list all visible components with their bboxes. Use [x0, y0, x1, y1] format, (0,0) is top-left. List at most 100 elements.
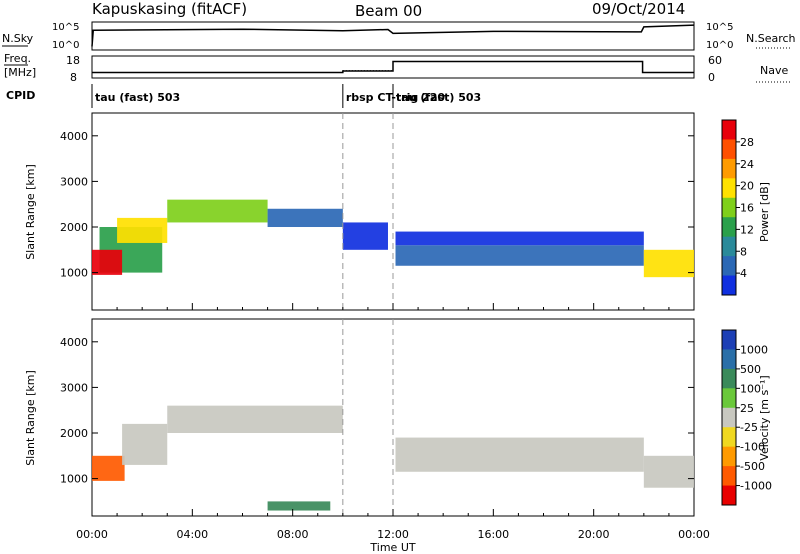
- colorbar-swatch: [722, 236, 736, 257]
- velocity-panel: 1000 2000 3000 4000 Slant Range [km] 1000 50…: [24, 318, 772, 517]
- colorbar-tick-label: -25: [740, 421, 758, 434]
- y-tick-label: 2000: [60, 221, 88, 234]
- colorbar-swatch: [722, 139, 736, 160]
- data-patch: [167, 199, 268, 223]
- data-patch: [643, 455, 694, 488]
- nsky-panel: N.Sky 10^5 10^0 10^5 10^0 N.Search: [2, 21, 796, 51]
- velocity-yticks: 1000 2000 3000 4000: [60, 336, 695, 516]
- x-tick-label: 04:00: [176, 528, 208, 541]
- cpid-segment-label: tau (fast) 503: [396, 91, 481, 104]
- power-colorbar-label: Power [dB]: [758, 182, 771, 242]
- colorbar-swatch: [722, 217, 736, 238]
- y-tick-label: 1000: [60, 267, 88, 280]
- colorbar-swatch: [722, 158, 736, 179]
- cpid-label: CPID: [6, 89, 35, 102]
- colorbar-swatch: [722, 349, 736, 370]
- x-tick-label: 12:00: [377, 528, 409, 541]
- colorbar-swatch: [722, 120, 736, 140]
- data-patch: [267, 208, 343, 228]
- colorbar-swatch: [722, 178, 736, 199]
- nave-trace: [342, 64, 394, 72]
- colorbar-tick-label: 20: [740, 180, 754, 193]
- data-patch: [92, 455, 125, 481]
- nsky-tick-low: 10^0: [52, 40, 79, 51]
- y-tick-label: 3000: [60, 381, 88, 394]
- power-colorbar: 28 24 20 16 12 8 4: [721, 119, 754, 296]
- y-tick-label: 4000: [60, 130, 88, 143]
- freq-panel: Freq. [MHz] 18 8 60 0 Nave: [4, 52, 790, 84]
- colorbar-swatch: [722, 485, 736, 506]
- colorbar-tick-label: 24: [740, 158, 754, 171]
- y-tick-label: 3000: [60, 175, 88, 188]
- data-patch: [167, 405, 343, 434]
- x-tick-label: 00:00: [76, 528, 108, 541]
- colorbar-swatch: [722, 446, 736, 467]
- power-yticks: 1000 2000 3000 4000: [60, 130, 695, 310]
- velocity-colorbar: 1000 500 100 25 -25 -100 -500 -1000: [721, 329, 772, 506]
- colorbar-swatch: [722, 197, 736, 218]
- x-tick-label: 20:00: [578, 528, 610, 541]
- power-data: [92, 113, 694, 310]
- colorbar-tick-label: -100: [740, 441, 765, 454]
- x-tick-label: 08:00: [277, 528, 309, 541]
- beam-title: Beam 00: [355, 2, 422, 20]
- nsky-frame: [91, 21, 695, 51]
- freq-trace: [92, 60, 694, 74]
- power-ylabel: Slant Range [km]: [24, 164, 37, 260]
- power-panel: 1000 2000 3000 4000 Slant Range [km] 28 24 20…: [24, 112, 771, 311]
- data-patch: [643, 249, 694, 278]
- colorbar-tick-label: 500: [740, 363, 761, 376]
- colorbar-tick-label: 1000: [740, 343, 768, 356]
- colorbar-tick-label: 8: [740, 245, 747, 258]
- nave-label: Nave: [760, 64, 788, 77]
- data-patch: [395, 231, 644, 246]
- nsky-label: N.Sky: [2, 32, 34, 45]
- colorbar-tick-label: 12: [740, 223, 754, 236]
- freq-frame: [91, 55, 695, 79]
- x-tick-label: 16:00: [477, 528, 509, 541]
- nsky-trace: [91, 24, 695, 47]
- data-patch: [117, 217, 168, 243]
- nsearch-tick-high: 10^5: [706, 22, 733, 33]
- data-patch: [342, 222, 388, 250]
- x-tick-label: 00:00: [678, 528, 710, 541]
- station-title: Kapuskasing (fitACF): [92, 0, 247, 18]
- y-tick-label: 2000: [60, 427, 88, 440]
- colorbar-swatch: [722, 388, 736, 409]
- cpid-segment-label: tau (fast) 503: [95, 91, 180, 104]
- nsearch-label: N.Search: [746, 32, 796, 45]
- colorbar-swatch: [722, 256, 736, 277]
- velocity-data: [92, 319, 694, 516]
- colorbar-frame: [721, 329, 737, 506]
- data-patch: [92, 249, 123, 275]
- colorbar-tick-label: 100: [740, 382, 761, 395]
- nsearch-tick-low: 10^0: [706, 40, 733, 51]
- colorbar-tick-label: 4: [740, 267, 747, 280]
- freq-tick-high: 18: [66, 54, 80, 67]
- nsky-tick-high: 10^5: [52, 22, 79, 33]
- colorbar-swatch: [722, 407, 736, 428]
- colorbar-swatch: [722, 275, 736, 296]
- colorbar-tick-label: -500: [740, 460, 765, 473]
- data-patch: [122, 423, 168, 465]
- data-patch: [395, 437, 644, 472]
- data-patch: [267, 501, 331, 511]
- velocity-colorbar-label: Velocity [m s⁻¹]: [758, 375, 771, 460]
- colorbar-tick-label: 28: [740, 136, 754, 149]
- cpid-segment-label: rbsp CT-trig 220: [346, 91, 446, 104]
- colorbar-swatch: [722, 427, 736, 448]
- data-patch: [395, 245, 644, 266]
- colorbar-tick-label: 16: [740, 202, 754, 215]
- nave-tick-low: 0: [708, 71, 715, 84]
- colorbar-swatch: [722, 368, 736, 389]
- freq-tick-low: 8: [70, 71, 77, 84]
- y-tick-label: 1000: [60, 473, 88, 486]
- colorbar-tick-label: 25: [740, 402, 754, 415]
- date-title: 09/Oct/2014: [592, 0, 685, 18]
- time-axis: 00:00 04:00 08:00 12:00 16:00 20:00 00:00: [76, 528, 710, 541]
- freq-label-line2: [MHz]: [4, 66, 36, 79]
- colorbar-swatch: [722, 330, 736, 350]
- time-axis-label: Time UT: [369, 541, 415, 554]
